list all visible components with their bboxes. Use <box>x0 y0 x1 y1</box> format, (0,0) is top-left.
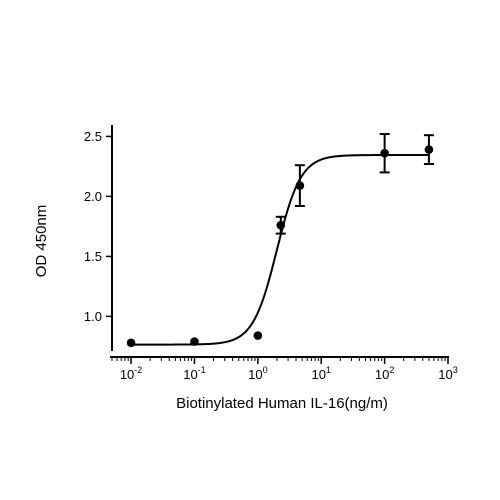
data-point <box>253 331 263 340</box>
data-point <box>380 148 389 158</box>
y-tick-label: 2.5 <box>84 129 102 144</box>
y-axis-title: OD 450nm <box>33 205 50 278</box>
x-tick-label: 10-1 <box>183 365 205 382</box>
x-tick-label: 103 <box>438 365 457 382</box>
plot-area <box>126 133 434 348</box>
data-point <box>126 338 136 348</box>
x-axis-title: Biotinylated Human IL-16(ng/m) <box>176 395 388 412</box>
data-point <box>190 337 199 346</box>
axes <box>110 125 449 358</box>
y-tick-label: 2.0 <box>84 189 102 204</box>
x-tick-label: 100 <box>248 365 267 382</box>
x-tick-label: 10-2 <box>120 365 142 382</box>
y-ticks: 1.0 1.5 2.0 2.5 <box>84 129 112 324</box>
x-tick-label: 101 <box>311 365 330 382</box>
y-tick-label: 1.0 <box>84 309 102 324</box>
data-point <box>424 145 434 154</box>
y-tick-label: 1.5 <box>84 249 102 264</box>
x-ticks: 10-2 10-1 100 101 102 103 <box>111 357 458 382</box>
fit-curve <box>131 154 429 346</box>
x-tick-label: 102 <box>375 365 394 382</box>
data-point <box>276 220 286 230</box>
data-point <box>295 181 305 190</box>
